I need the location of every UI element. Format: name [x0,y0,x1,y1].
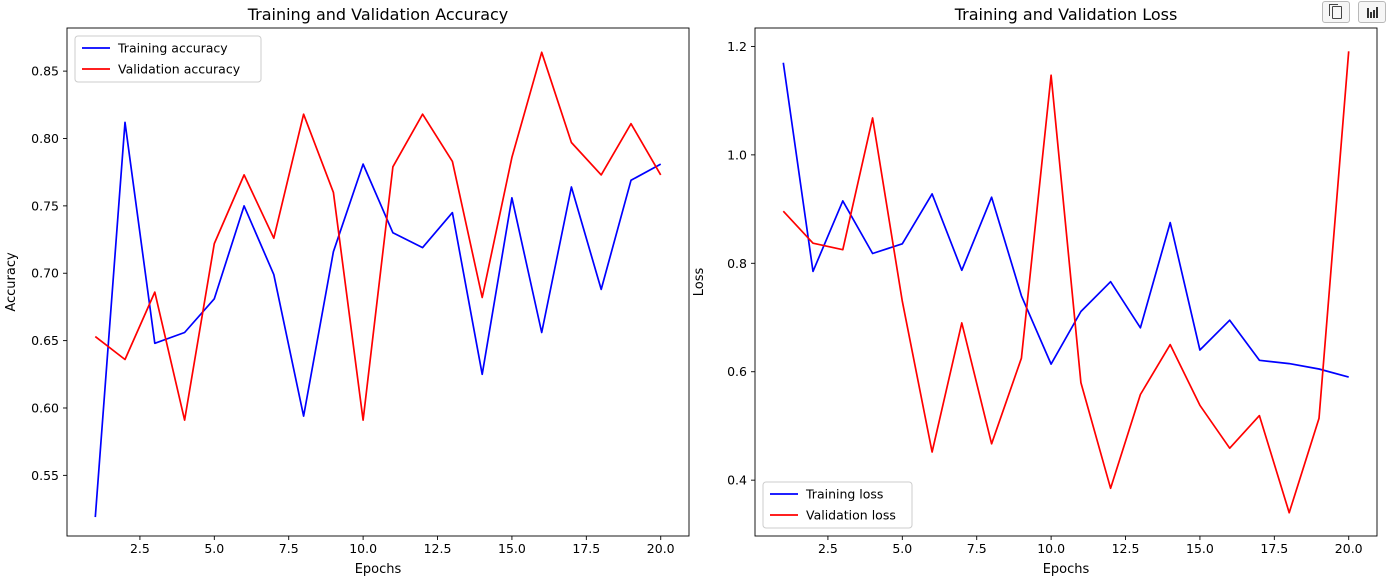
accuracy-x-tick-label: 7.5 [279,541,299,556]
chart-view-button[interactable] [1358,1,1386,23]
accuracy-chart-title: Training and Validation Accuracy [247,5,509,24]
accuracy-x-tick-label: 2.5 [130,541,150,556]
loss-chart: Training and Validation Loss 2.5 5.0 7.5 10.… [692,5,1378,577]
loss-x-tick-label: 20.0 [1335,541,1363,556]
accuracy-x-axis-label: Epochs [355,562,402,577]
accuracy-x-tick-label: 10.0 [349,541,377,556]
accuracy-legend-label-0: Training accuracy [117,41,228,56]
loss-x-tick-label: 10.0 [1037,541,1065,556]
loss-plot-frame [754,27,1378,537]
loss-x-tick-label: 5.0 [892,541,912,556]
loss-y-tick-label: 0.8 [727,256,747,271]
accuracy-x-tick-label: 20.0 [647,541,675,556]
loss-series-line-1 [782,51,1350,514]
accuracy-y-tick-label: 0.60 [31,400,59,415]
accuracy-chart: Training and Validation Accuracy 2.5 5.0 7.… [4,5,690,577]
accuracy-plot-frame [66,27,690,537]
loss-x-tick-label: 7.5 [967,541,987,556]
accuracy-y-tick-label: 0.85 [31,64,59,79]
figure-toolbar [1322,1,1386,23]
loss-legend: Training loss Validation loss [762,481,913,529]
accuracy-x-tick-label: 17.5 [572,541,600,556]
loss-x-tick-label: 15.0 [1186,541,1214,556]
accuracy-series-line-0 [94,121,662,518]
accuracy-y-tick-label: 0.65 [31,333,59,348]
accuracy-x-tick-label: 12.5 [424,541,452,556]
accuracy-x-tick-label: 15.0 [498,541,526,556]
accuracy-legend-label-1: Validation accuracy [118,62,241,77]
loss-y-tick-label: 0.4 [727,473,747,488]
accuracy-y-tick-label: 0.80 [31,131,59,146]
loss-x-axis-label: Epochs [1043,562,1090,577]
loss-y-tick-label: 1.0 [727,147,747,162]
loss-series-line-0 [782,62,1349,378]
accuracy-y-tick-label: 0.55 [31,468,59,483]
accuracy-y-axis-label: Accuracy [4,252,19,312]
loss-x-tick-label: 17.5 [1260,541,1288,556]
accuracy-y-tick-label: 0.75 [31,198,59,213]
loss-y-axis-label: Loss [692,268,707,297]
accuracy-series-line-1 [94,51,662,421]
loss-legend-label-1: Validation loss [806,508,896,523]
copy-icon [1329,4,1342,19]
loss-chart-title: Training and Validation Loss [954,5,1178,24]
loss-x-tick-label: 2.5 [818,541,838,556]
bar-chart-icon [1367,7,1378,18]
accuracy-y-tick-label: 0.70 [31,266,59,281]
loss-y-tick-label: 0.6 [727,364,747,379]
loss-y-tick-label: 1.2 [727,39,747,54]
accuracy-x-tick-label: 5.0 [204,541,224,556]
loss-x-tick-label: 12.5 [1112,541,1140,556]
loss-legend-box [762,481,913,529]
accuracy-legend: Training accuracy Validation accuracy [74,35,262,83]
accuracy-legend-box [74,35,262,83]
copy-button[interactable] [1322,1,1350,23]
loss-legend-label-0: Training loss [805,487,883,502]
